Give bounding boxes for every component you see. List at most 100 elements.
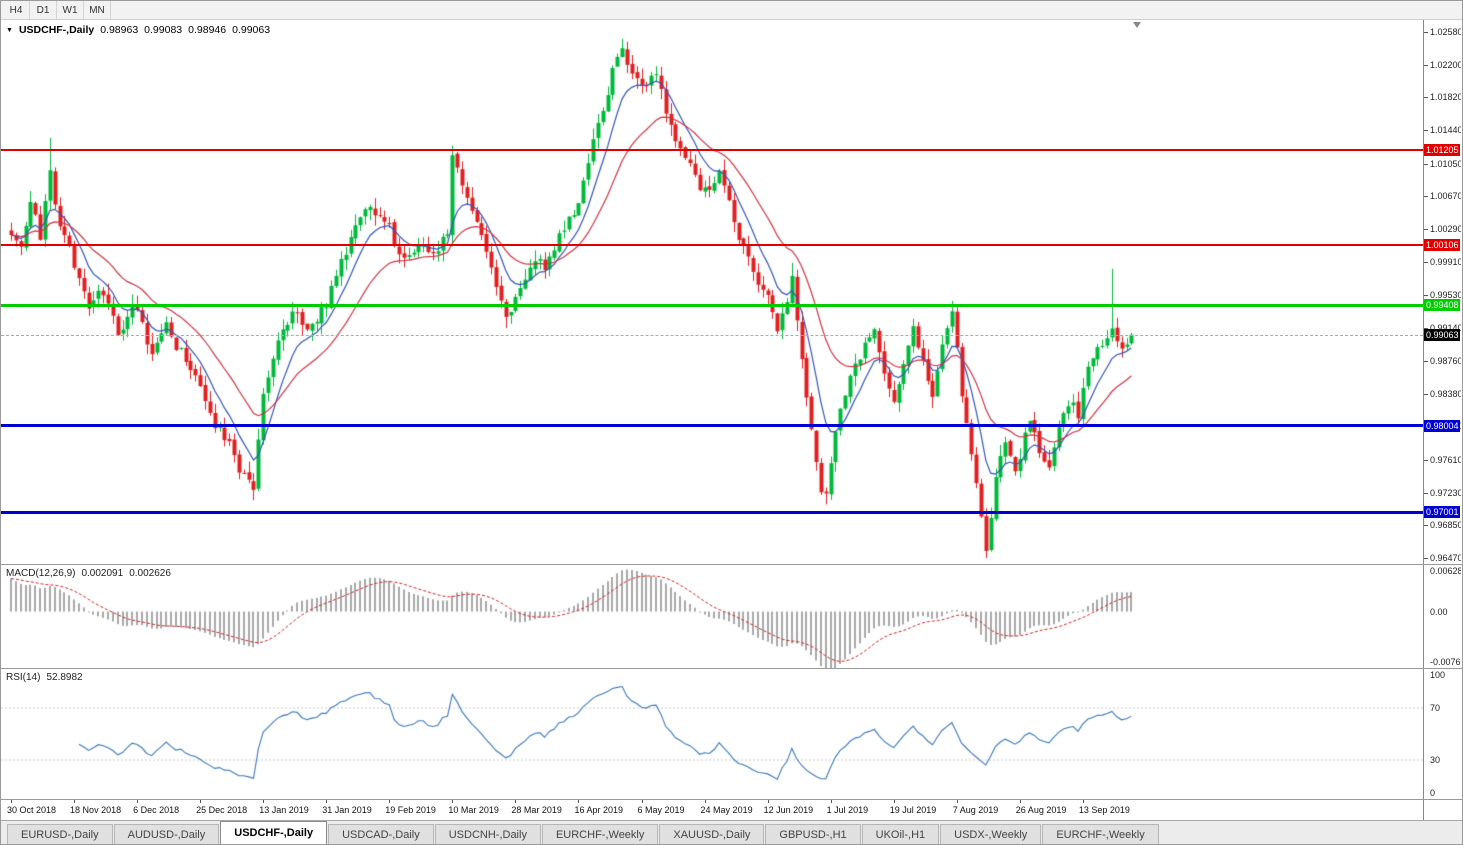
- chart-tab[interactable]: AUDUSD-,Daily: [113, 824, 220, 844]
- horizontal-level-line[interactable]: [1, 244, 1423, 246]
- time-tick-label: 13 Jan 2019: [259, 805, 309, 815]
- price-tick-mark: [1424, 64, 1428, 66]
- time-tick-label: 12 Jun 2019: [763, 805, 814, 815]
- chart-tab[interactable]: XAUUSD-,Daily: [659, 824, 765, 844]
- chart-tab[interactable]: EURCHF-,Weekly: [1042, 824, 1159, 844]
- chart-tab[interactable]: USDCNH-,Daily: [434, 824, 541, 844]
- time-tick-mark: [956, 800, 958, 803]
- horizontal-level-line[interactable]: [1, 303, 1423, 307]
- price-tick-mark: [1424, 492, 1428, 494]
- price-level-badge: 0.97001: [1424, 506, 1460, 519]
- time-tick-label: 24 May 2019: [700, 805, 753, 815]
- price-tick-label: 1.00290: [1430, 224, 1461, 235]
- macd-axis: 0.006286 0.00 -0.00762: [1423, 565, 1461, 668]
- macd-name: MACD(12,26,9): [6, 568, 76, 579]
- ohlc-high: 0.99083: [144, 24, 183, 36]
- macd-chart-canvas[interactable]: [1, 565, 1423, 668]
- candlestick-chart-canvas[interactable]: [1, 20, 1423, 564]
- price-pane[interactable]: ▼ USDCHF-,Daily 0.98963 0.99083 0.98946 …: [1, 20, 1423, 564]
- symbol-dropdown-icon[interactable]: ▼: [6, 26, 13, 34]
- price-tick-mark: [1424, 261, 1428, 263]
- price-tick-label: 0.97610: [1430, 454, 1461, 465]
- time-tick-mark: [74, 800, 76, 803]
- price-tick-mark: [1424, 294, 1428, 296]
- time-tick-label: 10 Mar 2019: [448, 805, 499, 815]
- price-tick-mark: [1424, 360, 1428, 362]
- price-tick-mark: [1424, 130, 1428, 132]
- chart-symbol-label: USDCHF-,Daily: [18, 24, 95, 36]
- time-tick-mark: [326, 800, 328, 803]
- chart-tab[interactable]: USDCHF-,Daily: [220, 821, 328, 844]
- horizontal-level-line[interactable]: [1, 424, 1423, 428]
- price-tick-label: 0.99530: [1430, 289, 1461, 300]
- timeframe-button-w1[interactable]: W1: [57, 1, 84, 19]
- price-tick-label: 0.97230: [1430, 487, 1461, 498]
- time-tick-label: 19 Jul 2019: [889, 805, 937, 815]
- time-tick-mark: [641, 800, 643, 803]
- price-axis: 1.02580 1.02200 1.01820 1.01440 1.01050 1.006…: [1423, 20, 1461, 564]
- chart-tab[interactable]: UKOil-,H1: [861, 824, 940, 844]
- price-tick-label: 1.01050: [1430, 158, 1461, 169]
- time-tick-label: 25 Dec 2018: [196, 805, 248, 815]
- time-tick-label: 30 Oct 2018: [7, 805, 57, 815]
- price-tick-label: 0.99910: [1430, 256, 1461, 267]
- time-tick-mark: [389, 800, 391, 803]
- time-tick-label: 28 Mar 2019: [511, 805, 562, 815]
- time-tick-mark: [515, 800, 517, 803]
- rsi-axis: 100 70 30 0: [1423, 669, 1461, 799]
- chart-tab[interactable]: EURCHF-,Weekly: [541, 824, 659, 844]
- timeframe-button-mn[interactable]: MN: [84, 1, 111, 19]
- time-tick-mark: [11, 800, 12, 803]
- chart-tab[interactable]: USDX-,Weekly: [940, 824, 1042, 844]
- horizontal-level-line[interactable]: [1, 149, 1423, 152]
- price-level-badge: 0.99063: [1424, 328, 1460, 341]
- time-tick-label: 7 Aug 2019: [952, 805, 999, 815]
- price-level-badge: 1.00106: [1424, 239, 1460, 251]
- macd-tick-label: 0.006286: [1430, 566, 1461, 576]
- macd-pane[interactable]: MACD(12,26,9) 0.002091 0.002626: [1, 565, 1423, 668]
- time-tick-label: 18 Nov 2018: [70, 805, 122, 815]
- rsi-tick-label: 0: [1430, 788, 1436, 798]
- timeframe-button-h4[interactable]: H4: [3, 1, 30, 19]
- horizontal-level-line[interactable]: [1, 510, 1423, 514]
- ohlc-close: 0.99063: [232, 24, 271, 36]
- time-tick-mark: [200, 800, 202, 803]
- rsi-chart-canvas[interactable]: [1, 669, 1423, 799]
- time-tick-mark: [893, 800, 895, 803]
- timeframe-button-d1[interactable]: D1: [30, 1, 57, 19]
- timeframe-toolbar: H4 D1 W1 MN: [1, 1, 1462, 20]
- rsi-row: RSI(14) 52.8982 100 70 30 0: [1, 669, 1462, 799]
- price-tick-mark: [1424, 97, 1428, 99]
- rsi-tick-label: 30: [1430, 755, 1441, 765]
- rsi-pane[interactable]: RSI(14) 52.8982: [1, 669, 1423, 799]
- price-tick-mark: [1424, 459, 1428, 461]
- pane-separator[interactable]: [1, 564, 1462, 565]
- price-tick-mark: [1424, 32, 1428, 34]
- time-tick-label: 16 Apr 2019: [574, 805, 623, 815]
- axis-corner: [1423, 800, 1461, 820]
- chart-shift-marker-icon[interactable]: [1133, 22, 1142, 28]
- chart-tab[interactable]: GBPUSD-,H1: [765, 824, 861, 844]
- ohlc-open: 0.98963: [100, 24, 139, 36]
- current-price-line: [1, 334, 1423, 336]
- price-tick-label: 0.98760: [1430, 355, 1461, 366]
- time-tick-label: 31 Jan 2019: [322, 805, 372, 815]
- macd-tick-label: -0.00762: [1430, 657, 1461, 667]
- time-tick-label: 26 Aug 2019: [1015, 805, 1067, 815]
- price-tick-mark: [1424, 393, 1428, 395]
- price-tick-mark: [1424, 196, 1428, 198]
- ohlc-low: 0.98946: [188, 24, 227, 36]
- chart-tab[interactable]: USDCAD-,Daily: [328, 824, 434, 844]
- time-tick-mark: [263, 800, 265, 803]
- pane-separator[interactable]: [1, 668, 1462, 669]
- time-tick-label: 19 Feb 2019: [385, 805, 436, 815]
- macd-label: MACD(12,26,9) 0.002091 0.002626: [6, 568, 171, 579]
- price-tick-label: 0.96850: [1430, 520, 1461, 531]
- rsi-tick-label: 100: [1430, 670, 1446, 680]
- time-axis[interactable]: 30 Oct 2018 18 Nov 2018 6 Dec 2018 25 Dec 2…: [1, 800, 1423, 820]
- chart-tab[interactable]: EURUSD-,Daily: [7, 824, 113, 844]
- price-tick-mark: [1424, 525, 1428, 527]
- price-tick-label: 0.98380: [1430, 388, 1461, 399]
- price-tick-label: 0.99140: [1430, 323, 1461, 333]
